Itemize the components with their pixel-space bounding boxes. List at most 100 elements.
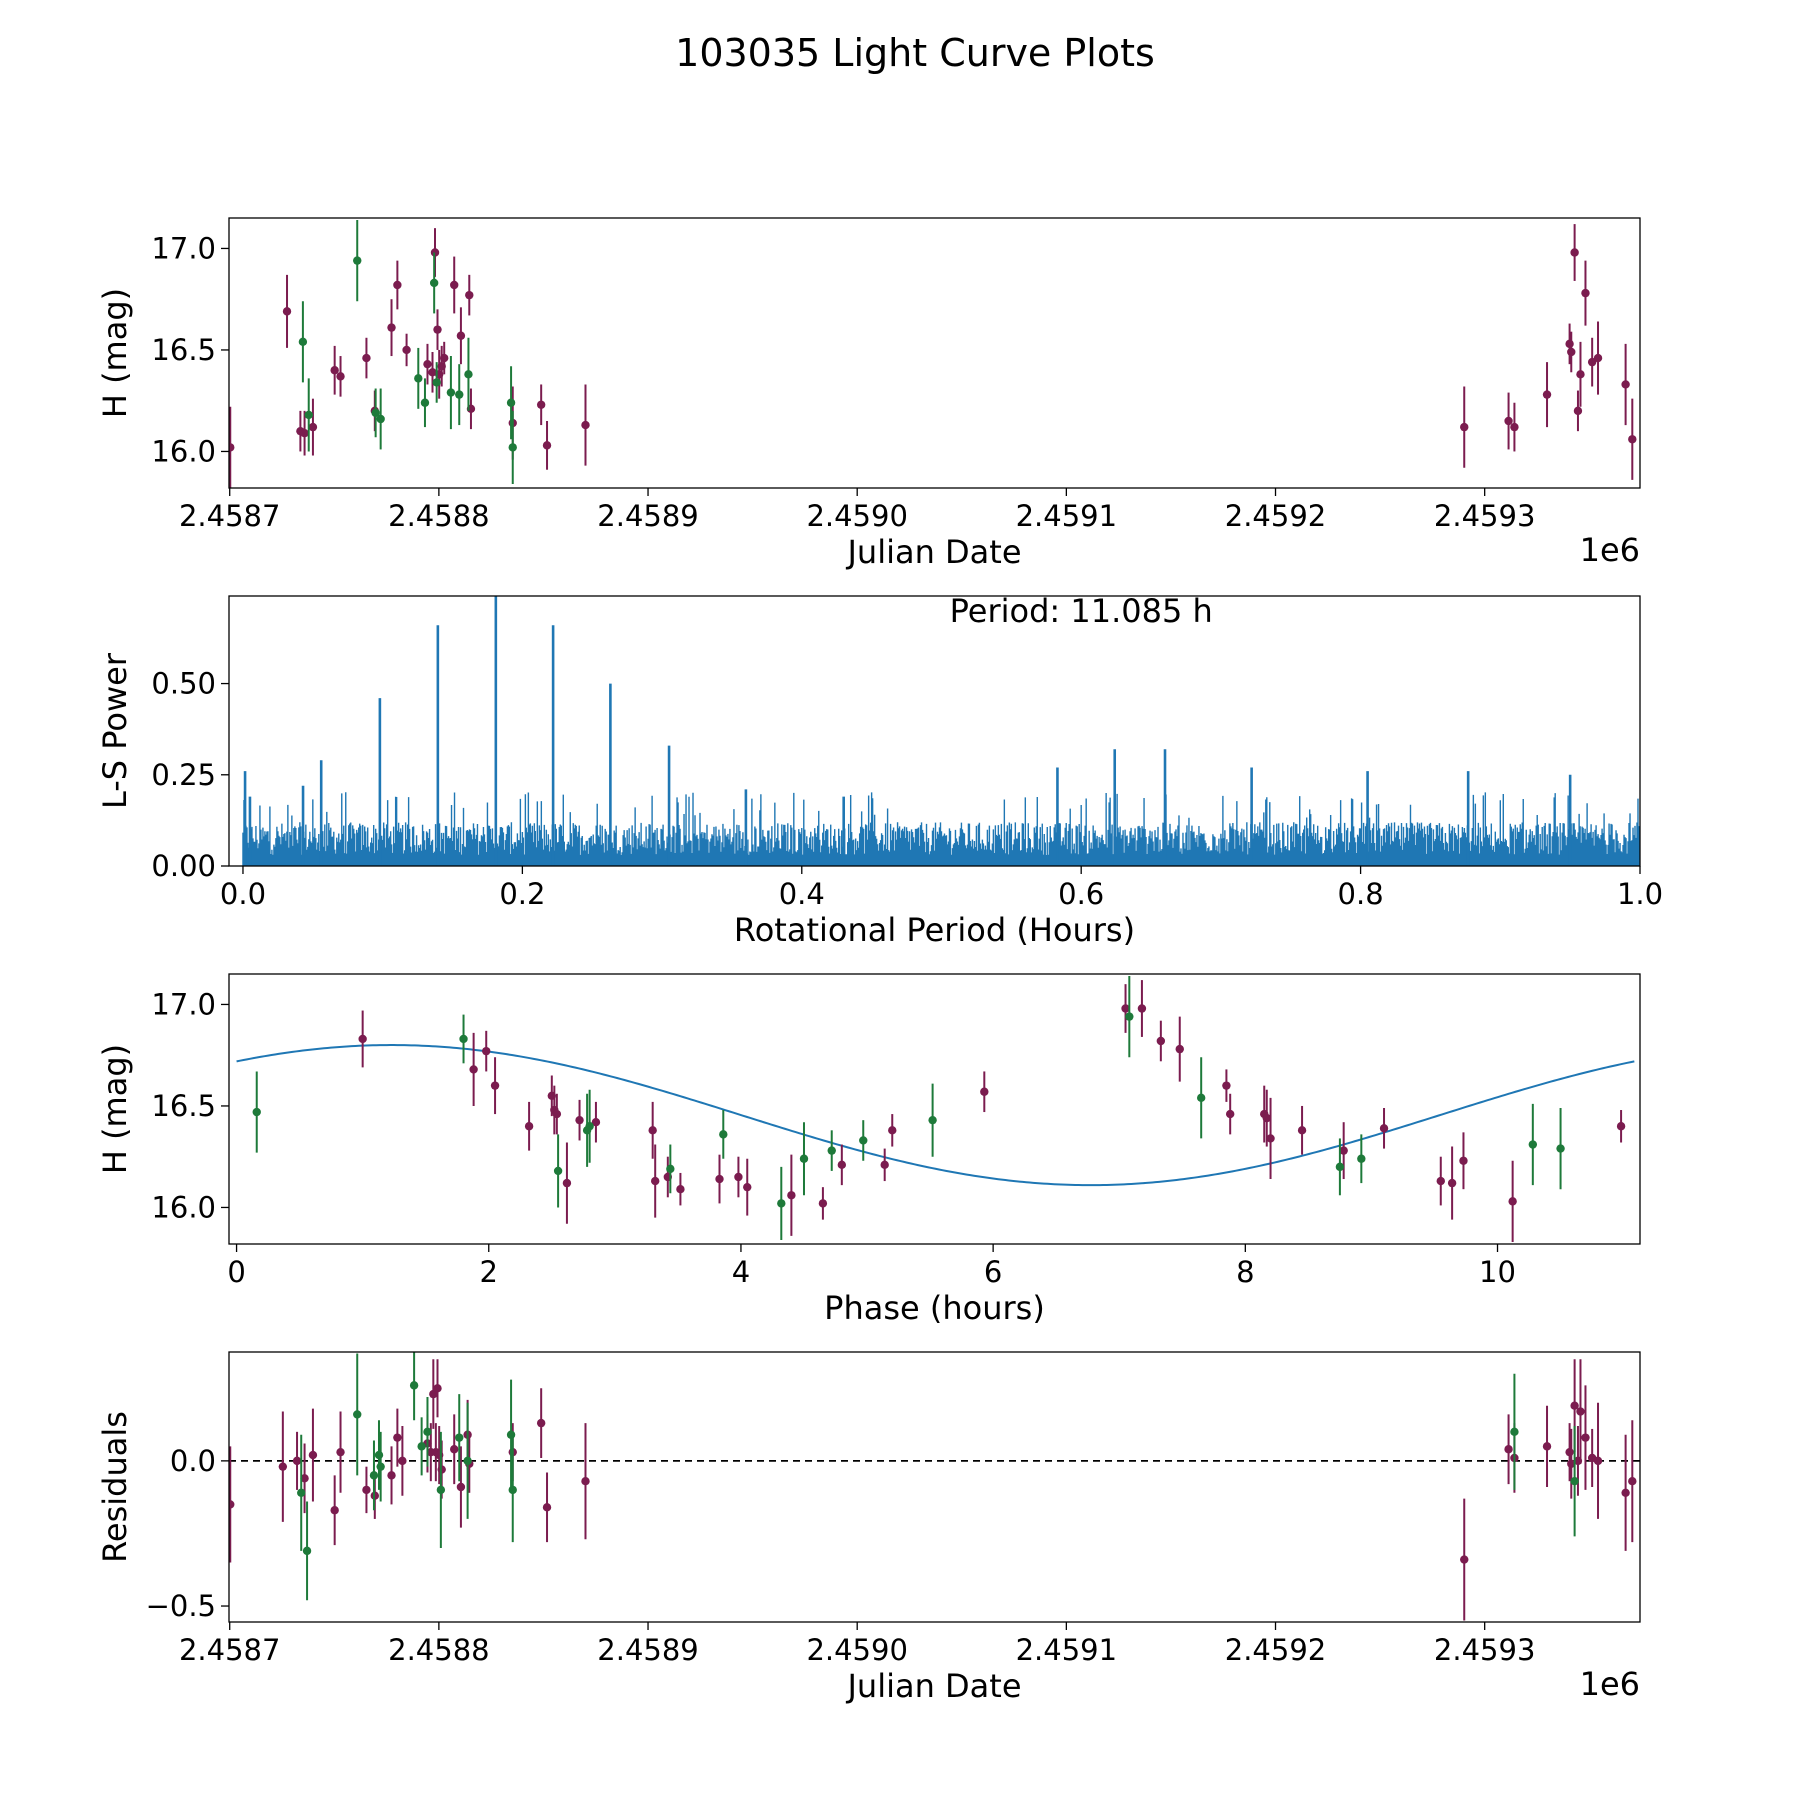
data-point-purple [1508,1197,1517,1206]
data-point-green [1510,1427,1519,1437]
data-point-green [799,1154,809,1163]
data-point-green [1335,1162,1345,1172]
period-annotation: Period: 11.085 h [950,592,1213,630]
data-point-purple [1621,1488,1630,1498]
data-point-green [298,337,308,347]
x-offset-label-residuals: 1e6 [1580,1665,1640,1703]
data-point-purple [429,1389,438,1399]
data-point-purple [229,1500,235,1509]
data-point-purple [1565,339,1574,349]
data-point-purple [469,1065,478,1074]
data-point-purple [358,1034,367,1044]
data-point-purple [482,1046,491,1056]
data-point-purple [542,441,552,450]
data-point-purple [1593,1456,1603,1466]
panel-residuals: 2.4587 2.4588 2.4589 2.4590 2.4591 2.4592 2.45… [96,1351,1641,1705]
data-point-purple [362,1485,371,1495]
data-point-purple [880,1160,889,1170]
data-point-green [252,1107,261,1117]
data-point-purple [402,345,411,355]
y-tick-label-periodogram: 0.25 [151,758,216,792]
x-tick-label-phase-folded: 2 [480,1255,498,1289]
data-point-purple [524,1122,534,1131]
data-point-green [455,390,464,399]
data-point-purple [1576,370,1585,379]
data-point-purple [1628,435,1637,444]
y-tick-label-periodogram: 0.00 [151,849,216,883]
data-point-green [374,1450,384,1460]
data-point-purple [282,307,292,316]
data-point-green [429,278,439,288]
x-tick-label-phase-folded: 10 [1479,1255,1516,1289]
y-tick-label-phase-folded: 16.5 [151,1089,216,1123]
data-point-purple [393,1433,402,1442]
data-point-purple [1379,1124,1389,1133]
data-point-green [353,256,362,265]
data-point-purple [423,359,432,369]
data-point-purple [837,1160,847,1170]
x-tick-label-periodogram: 0.2 [499,877,545,911]
data-point-green [353,1410,362,1419]
data-point-purple [1570,248,1579,257]
data-point-purple [648,1126,657,1135]
data-point-purple [456,331,466,340]
panel-light-curve: 2.4587 2.4588 2.4589 2.4590 2.4591 2.4592 2.45… [96,217,1641,571]
data-point-green [777,1199,786,1208]
axes-frame-light-curve [228,217,1641,489]
data-point-purple [387,1471,396,1480]
data-point-purple [1460,1555,1469,1564]
data-point-green [423,1427,432,1437]
y-tick-label-residuals: −0.5 [146,1589,216,1623]
x-tick-label-phase-folded: 0 [227,1255,245,1289]
x-offset-label-light-curve: 1e6 [1580,531,1640,569]
x-tick-label-light-curve: 2.4593 [1434,499,1535,533]
data-point-green [928,1115,937,1125]
y-tick-label-light-curve: 16.5 [151,333,216,367]
data-point-green [297,1488,306,1498]
data-point-purple [552,1109,562,1119]
data-point-purple [490,1081,500,1090]
x-tick-label-light-curve: 2.4589 [597,499,698,533]
x-tick-label-light-curve: 2.4590 [806,499,907,533]
x-tick-label-periodogram: 1.0 [1617,877,1663,911]
x-tick-label-light-curve: 2.4591 [1016,499,1117,533]
data-point-purple [1225,1109,1235,1119]
data-point-purple [387,323,396,332]
y-axis-label-residuals: Residuals [96,1411,134,1563]
x-tick-label-phase-folded: 8 [1236,1255,1254,1289]
data-point-purple [300,1474,309,1483]
data-point-purple [1581,1433,1590,1442]
y-tick-label-phase-folded: 16.0 [151,1190,216,1224]
data-point-green [432,378,441,387]
data-point-purple [1616,1122,1626,1131]
data-point-purple [428,368,437,377]
x-axis-label-residuals: Julian Date [845,1667,1021,1705]
data-point-purple [1567,347,1576,357]
x-axis-label-light-curve: Julian Date [845,533,1021,571]
x-tick-label-periodogram: 0.6 [1058,877,1104,911]
data-point-green [553,1166,563,1176]
x-tick-label-residuals: 2.4589 [597,1633,698,1667]
data-point-purple [1436,1176,1445,1186]
x-tick-label-residuals: 2.4592 [1225,1633,1326,1667]
x-tick-label-light-curve: 2.4588 [388,499,489,533]
data-point-green [459,1034,468,1044]
data-point-purple [330,366,339,375]
data-point-purple [433,325,442,334]
data-point-green [508,1485,517,1495]
data-point-purple [308,422,318,432]
data-point-purple [330,1506,339,1515]
data-point-purple [1137,1004,1147,1013]
data-point-purple [888,1126,897,1135]
data-point-purple [1542,390,1552,399]
x-tick-label-light-curve: 2.4587 [179,499,280,533]
data-point-purple [1573,406,1583,416]
data-point-purple [562,1178,572,1188]
data-point-purple [456,1482,466,1492]
data-point-purple [743,1182,752,1192]
y-tick-label-phase-folded: 17.0 [151,987,216,1021]
data-point-green [464,370,473,379]
x-axis-label-periodogram: Rotational Period (Hours) [734,911,1135,949]
data-point-purple [1156,1036,1166,1046]
